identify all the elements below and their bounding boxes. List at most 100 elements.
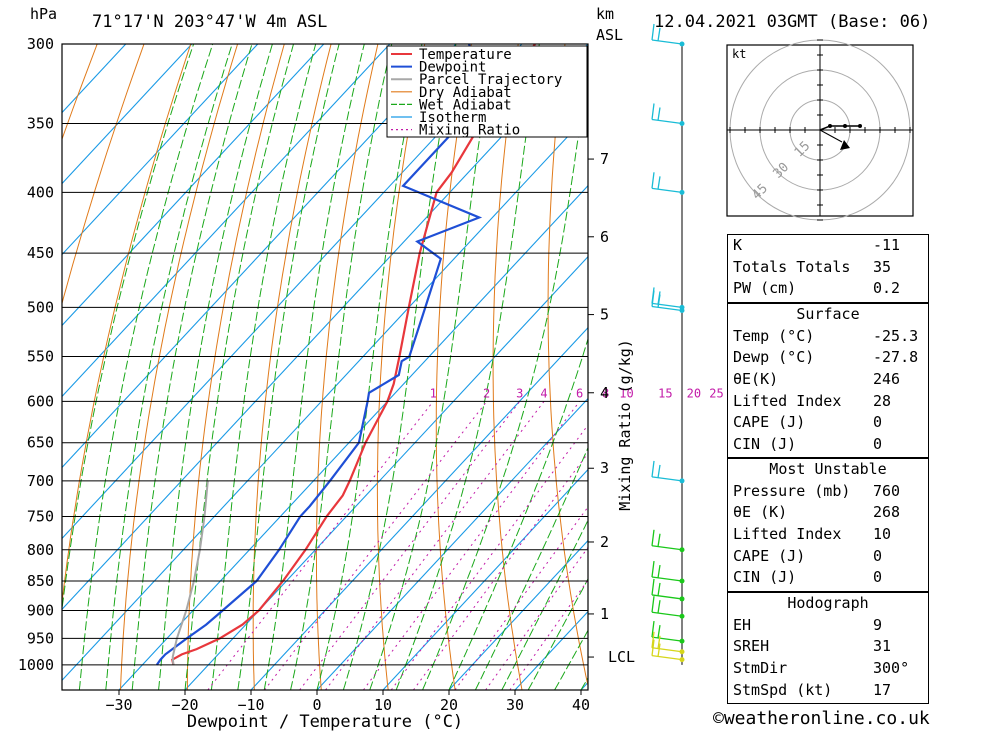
- mixing-ratio-label: 3: [516, 386, 523, 400]
- surface-label: Dewp (°C): [733, 348, 815, 367]
- wind-barb-dot: [679, 578, 685, 584]
- altitude-tick-label: 7: [600, 150, 609, 168]
- wind-barb-flag: [651, 578, 655, 596]
- x-tick-label: 10: [374, 696, 392, 714]
- isotherm-line: [62, 44, 588, 611]
- wind-barb-dot: [679, 649, 685, 655]
- wet-adiabat: [158, 44, 273, 690]
- dry-adiabat: [186, 44, 285, 690]
- hodograph-label: StmDir: [733, 659, 788, 678]
- wind-barb-staff: [651, 302, 683, 309]
- surface-value: 28: [873, 391, 892, 410]
- wind-barb-staff: [651, 576, 683, 582]
- mixing-ratio-line: [264, 401, 488, 690]
- wind-barb-staff: [651, 39, 683, 45]
- most-unstable-row: CAPE (J) 0: [728, 546, 928, 568]
- isotherm-line: [382, 468, 588, 690]
- index-value: 0.2: [873, 279, 901, 298]
- wet-adiabat: [210, 44, 317, 690]
- wind-barb-dot: [679, 657, 685, 663]
- surface-label: θE(K): [733, 370, 779, 389]
- mixing-ratio-label: 20: [687, 386, 701, 400]
- isotherm-line: [448, 539, 588, 690]
- dry-adiabat: [120, 44, 239, 690]
- isotherm-line: [62, 44, 391, 398]
- wind-barb-flag: [657, 533, 661, 547]
- wind-barb-dot: [679, 638, 685, 644]
- mixing-ratio-label: 10: [619, 386, 633, 400]
- x-tick-label: −10: [237, 696, 264, 714]
- isotherm-line: [118, 184, 588, 690]
- dry-adiabat: [939, 44, 1000, 690]
- storm-motion-arrow: [840, 140, 850, 150]
- wind-barb-dot: [679, 307, 685, 313]
- wind-barb-flag: [657, 27, 661, 42]
- wind-barb: [651, 23, 685, 47]
- wind-barb-dot: [679, 547, 685, 553]
- pressure-tick-label: 600: [27, 392, 54, 410]
- mixing-ratio-line: [412, 452, 588, 690]
- isotherm-line: [62, 44, 259, 256]
- surface-title: Surface: [796, 305, 860, 323]
- x-axis-label: Dewpoint / Temperature (°C): [187, 712, 463, 732]
- legend-entry: Dewpoint: [419, 60, 486, 76]
- hodograph-trace: [819, 125, 860, 131]
- wet-adiabat: [105, 44, 233, 690]
- mixing-ratio-label: 15: [658, 386, 672, 400]
- hodograph-row: StmDir 300°: [728, 658, 928, 680]
- mixing-ratio-line: [509, 579, 588, 690]
- mixing-ratio-line: [390, 424, 588, 690]
- wind-barb: [651, 529, 685, 553]
- wind-barb-staff: [651, 187, 683, 193]
- x-tick-label: 20: [440, 696, 458, 714]
- index-row: PW (cm) 0.2: [728, 278, 928, 300]
- dry-adiabat: [492, 44, 523, 690]
- x-tick-label: −30: [105, 696, 132, 714]
- wind-barb-flag: [657, 107, 661, 121]
- surface-row: CAPE (J) 0: [728, 412, 928, 434]
- parcel-trajectory-line: [171, 480, 209, 665]
- pressure-tick-label: 950: [27, 629, 54, 647]
- index-label: Totals Totals: [733, 257, 851, 276]
- wind-barb-dot: [679, 613, 685, 619]
- datetime-label: 12.04.2021 03GMT (Base: 06): [654, 12, 931, 32]
- wet-adiabat: [62, 44, 195, 614]
- wind-barb-flag: [657, 582, 661, 597]
- isotherm-line: [62, 44, 325, 327]
- wind-barb: [651, 290, 685, 313]
- wind-barb-staff: [651, 636, 683, 642]
- hodograph-value: 31: [873, 637, 892, 656]
- hodograph-row: EH 9: [728, 615, 928, 637]
- x-tick-label: 0: [312, 696, 321, 714]
- storm-motion-line: [819, 129, 843, 143]
- index-value: 35: [873, 257, 892, 276]
- asl-label: ASL: [596, 26, 624, 44]
- wet-adiabat: [422, 63, 588, 690]
- pressure-tick-label: 400: [27, 183, 54, 201]
- pressure-tick-label: 500: [27, 298, 54, 316]
- wind-barb: [651, 560, 685, 584]
- wind-barb-flag: [651, 23, 655, 41]
- wind-barb-staff: [651, 611, 683, 617]
- surface-row: Dewp (°C) -27.8: [728, 347, 928, 369]
- most-unstable-title: Most Unstable: [769, 460, 887, 478]
- surface-label: CAPE (J): [733, 413, 806, 432]
- surface-value: -25.3: [873, 326, 919, 345]
- hodograph-point: [828, 124, 832, 128]
- most-unstable-row: θE (K) 268: [728, 502, 928, 524]
- legend-entry: Dry Adiabat: [419, 85, 512, 101]
- x-tick-label: −20: [171, 696, 198, 714]
- wet-adiabat: [78, 44, 214, 690]
- surface-panel: Surface Temp (°C) -25.3 Dewp (°C) -27.8 θE(K)…: [727, 303, 929, 458]
- wind-barb: [651, 460, 685, 484]
- pressure-tick-label: 450: [27, 244, 54, 262]
- pressure-unit-label: hPa: [30, 5, 58, 23]
- wind-barb-flag: [657, 564, 661, 579]
- wet-adiabat: [448, 337, 588, 690]
- wind-barb-staff: [651, 545, 683, 551]
- most-unstable-label: θE (K): [733, 503, 788, 522]
- most-unstable-value: 268: [873, 503, 901, 522]
- wind-barb: [651, 639, 685, 663]
- isotherm-line: [250, 326, 588, 690]
- isotherm-line: [184, 255, 588, 690]
